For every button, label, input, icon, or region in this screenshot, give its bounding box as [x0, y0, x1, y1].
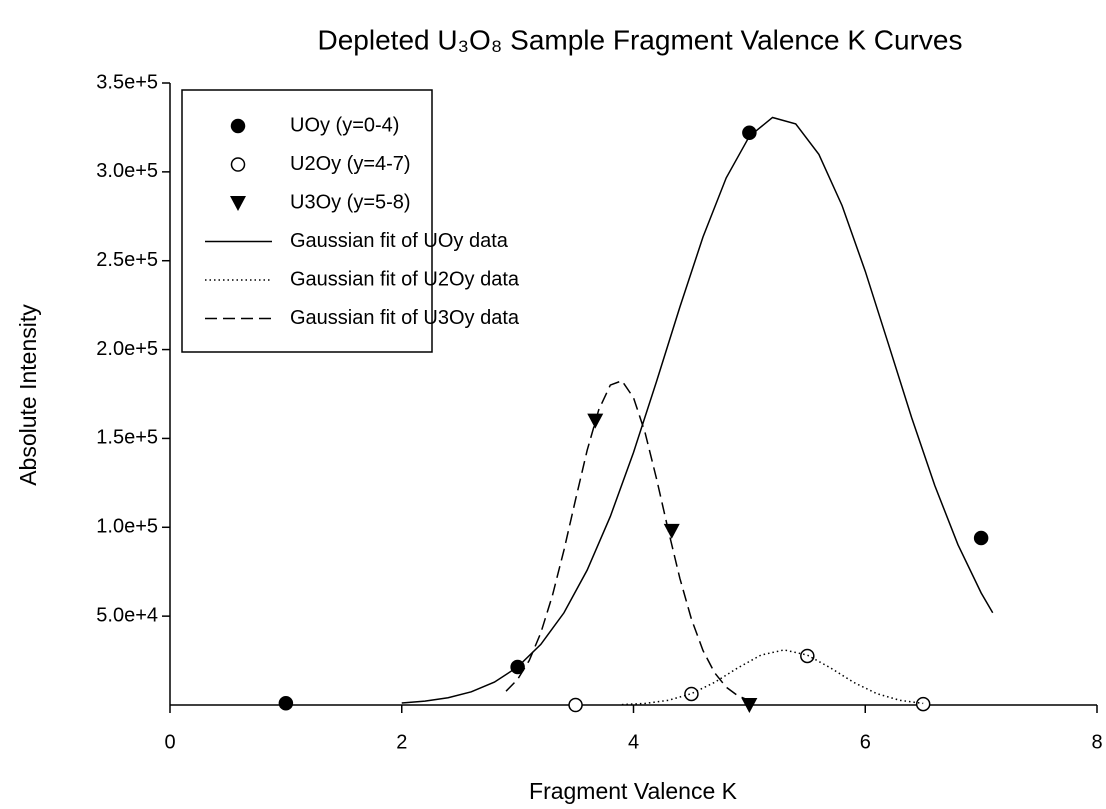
- point: [684, 686, 699, 702]
- y-tick-label: 1.0e+5: [96, 516, 158, 538]
- y-tick-label: 5.0e+4: [96, 604, 158, 626]
- y-tick-label: 2.0e+5: [96, 338, 158, 360]
- y-tick-label: 3.0e+5: [96, 160, 158, 182]
- x-tick-label: 6: [860, 731, 871, 753]
- fit-line: [401, 116, 994, 704]
- point: [278, 695, 294, 711]
- legend-label: Gaussian fit of U2Oy data: [290, 268, 520, 290]
- legend-label: Gaussian fit of U3Oy data: [290, 307, 520, 329]
- x-axis-label: Fragment Valence K: [529, 778, 738, 804]
- legend-label: Gaussian fit of UOy data: [290, 230, 509, 252]
- fit-line: [505, 379, 750, 702]
- point: [587, 413, 604, 429]
- y-tick-label: 2.5e+5: [96, 249, 158, 271]
- legend-marker: [230, 196, 246, 211]
- point: [973, 530, 989, 546]
- legend-label: U2Oy (y=4-7): [290, 153, 411, 175]
- legend-marker: [230, 157, 246, 172]
- point: [742, 125, 757, 141]
- point: [568, 697, 583, 713]
- point: [741, 698, 758, 713]
- fit-line: [621, 649, 924, 706]
- y-tick-label: 1.5e+5: [96, 427, 158, 449]
- x-tick-label: 8: [1091, 731, 1102, 753]
- point: [800, 648, 815, 664]
- x-tick-label: 2: [396, 731, 407, 753]
- legend-box: [181, 89, 433, 353]
- x-tick-label: 4: [628, 731, 639, 753]
- legend-marker: [230, 118, 246, 134]
- chart-title: Depleted U₃O₈ Sample Fragment Valence K …: [318, 24, 963, 55]
- y-tick-label: 3.5e+5: [96, 71, 158, 93]
- point: [915, 696, 931, 712]
- x-tick-label: 0: [164, 731, 175, 753]
- legend-label: UOy (y=0-4): [290, 114, 399, 136]
- y-axis-label: Absolute Intensity: [15, 304, 41, 486]
- legend-label: U3Oy (y=5-8): [290, 191, 411, 213]
- point: [663, 523, 680, 539]
